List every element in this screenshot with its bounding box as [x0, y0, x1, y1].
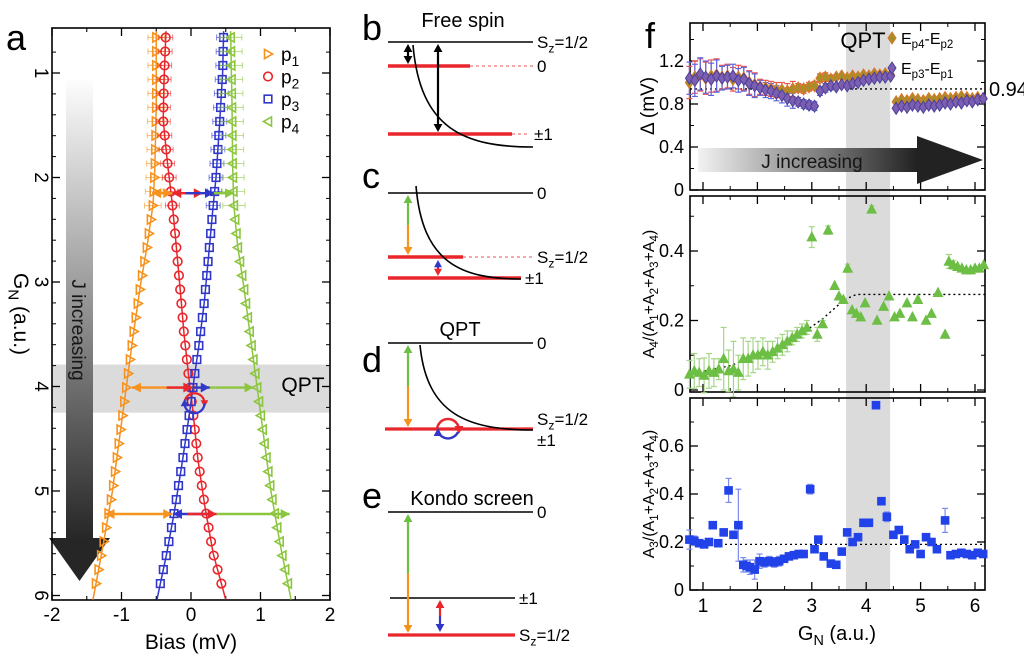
tick-label: 4 [861, 596, 872, 617]
legend-label: Ep4-Ep2 [901, 31, 953, 51]
tick-label: 0.8 [659, 94, 684, 114]
title-kondo-screen: Kondo screen [410, 488, 533, 510]
tick-label: 5 [30, 486, 51, 497]
panel-label-e: e [362, 475, 382, 516]
panel-label-b: b [362, 7, 382, 48]
level-label: 0 [537, 503, 546, 522]
tick-label: 5 [915, 596, 926, 617]
legend-label: p1 [281, 45, 299, 69]
level-label: Sz=1/2 [519, 626, 570, 648]
level-label: ±1 [525, 269, 544, 288]
series-A4-ratio [683, 203, 990, 380]
x-axis-title-a: Bias (mV) [145, 631, 237, 654]
ref-value-label: 0.94 [989, 79, 1024, 101]
series-p4 [219, 31, 293, 600]
tick-label: 6 [30, 590, 51, 601]
level-label: ±1 [534, 125, 553, 144]
tick-label: 0.2 [659, 311, 684, 331]
tick-label: 0.4 [659, 137, 684, 157]
tick-label: 0 [186, 605, 197, 626]
transition-arrows [105, 188, 290, 519]
tick-label: 6 [970, 596, 981, 617]
tick-label: 0 [674, 180, 684, 200]
legend-label: Ep3-Ep1 [901, 61, 953, 81]
level-label: 0 [537, 57, 546, 76]
title-free-spin: Free spin [421, 10, 504, 32]
tick-label: 3 [807, 596, 818, 617]
j-increasing-label-f: J increasing [761, 152, 862, 173]
tick-label: 3 [30, 277, 51, 288]
tick-label: -2 [44, 605, 61, 626]
diagram-c: 0 Sz=1/2±1 [388, 184, 588, 288]
tick-label: 0.4 [659, 241, 684, 261]
j-increasing-arrow [698, 136, 983, 184]
level-label: ±1 [537, 431, 556, 450]
panel-label-a: a [6, 17, 27, 58]
legend-label: p4 [281, 113, 300, 137]
qpt-label-f: QPT [840, 28, 885, 53]
j-increasing-label-a: J increasing [67, 279, 88, 380]
exchange-curve [415, 185, 522, 280]
tick-label: 4 [30, 381, 51, 392]
tick-label: 1 [30, 68, 51, 79]
tick-label: 0.6 [659, 436, 684, 456]
tick-label: 2 [325, 605, 336, 626]
spin-flip-circle [180, 392, 209, 415]
y-axis-title-f-mid: A4/(A1+A2+A3+A4) [641, 230, 661, 359]
y-axis-title-f-top: Δ (mV) [640, 77, 659, 135]
y-axis-title-f-bot: A3/(A1+A2+A3+A4) [641, 430, 661, 559]
legend: Ep4-Ep2 Ep3-Ep1 [887, 31, 953, 81]
tick-label: 0 [674, 580, 684, 600]
tick-label: 0 [674, 380, 684, 400]
level-label: 0 [537, 184, 546, 203]
axes: 0 0.2 0.4 0.6 [659, 397, 986, 600]
j-increasing-arrow [49, 80, 110, 581]
series-p1 [91, 31, 166, 600]
tick-label: 0.2 [659, 532, 684, 552]
level-label: 0 [537, 334, 546, 353]
axes: 0 0.4 0.8 1.2 [659, 22, 986, 200]
legend-label: p3 [281, 90, 299, 114]
tick-label: 1 [698, 596, 709, 617]
legend-label: p2 [281, 68, 299, 92]
panel-label-f: f [645, 15, 656, 56]
tick-label: 1 [255, 605, 266, 626]
tick-label: -1 [113, 605, 130, 626]
diagram-e: 0 ±1 Sz=1/2 [388, 503, 570, 648]
y-axis-title-a: GN (a.u.) [5, 273, 32, 355]
tick-label: 0.4 [659, 484, 684, 504]
level-label: Sz=1/2 [537, 248, 588, 270]
x-axis-title-f: GN (a.u.) [798, 623, 876, 649]
axes: 0 0.2 0.4 [659, 195, 986, 400]
series-A3-ratio [685, 400, 988, 574]
qpt-label-a: QPT [281, 374, 324, 397]
tick-label: 2 [30, 172, 51, 183]
level-label: Sz=1/2 [537, 410, 588, 432]
exchange-curve [412, 44, 534, 148]
series-Ep3-Ep1 [684, 66, 988, 116]
diagram-d: 0 Sz=1/2±1 [385, 334, 588, 450]
tick-label: 2 [752, 596, 763, 617]
tick-label: 1.2 [659, 51, 684, 71]
level-label: Sz=1/2 [537, 33, 588, 55]
title-qpt: QPT [439, 319, 480, 341]
panel-label-c: c [362, 155, 380, 196]
level-label: ±1 [519, 589, 538, 608]
diagram-b: Sz=1/2 0 ±1 [388, 33, 588, 148]
exchange-curve [419, 344, 534, 431]
axes: -2 -1 0 1 2 1 2 3 4 5 6 GN (a.u.) [5, 27, 336, 626]
panel-label-d: d [362, 339, 382, 380]
